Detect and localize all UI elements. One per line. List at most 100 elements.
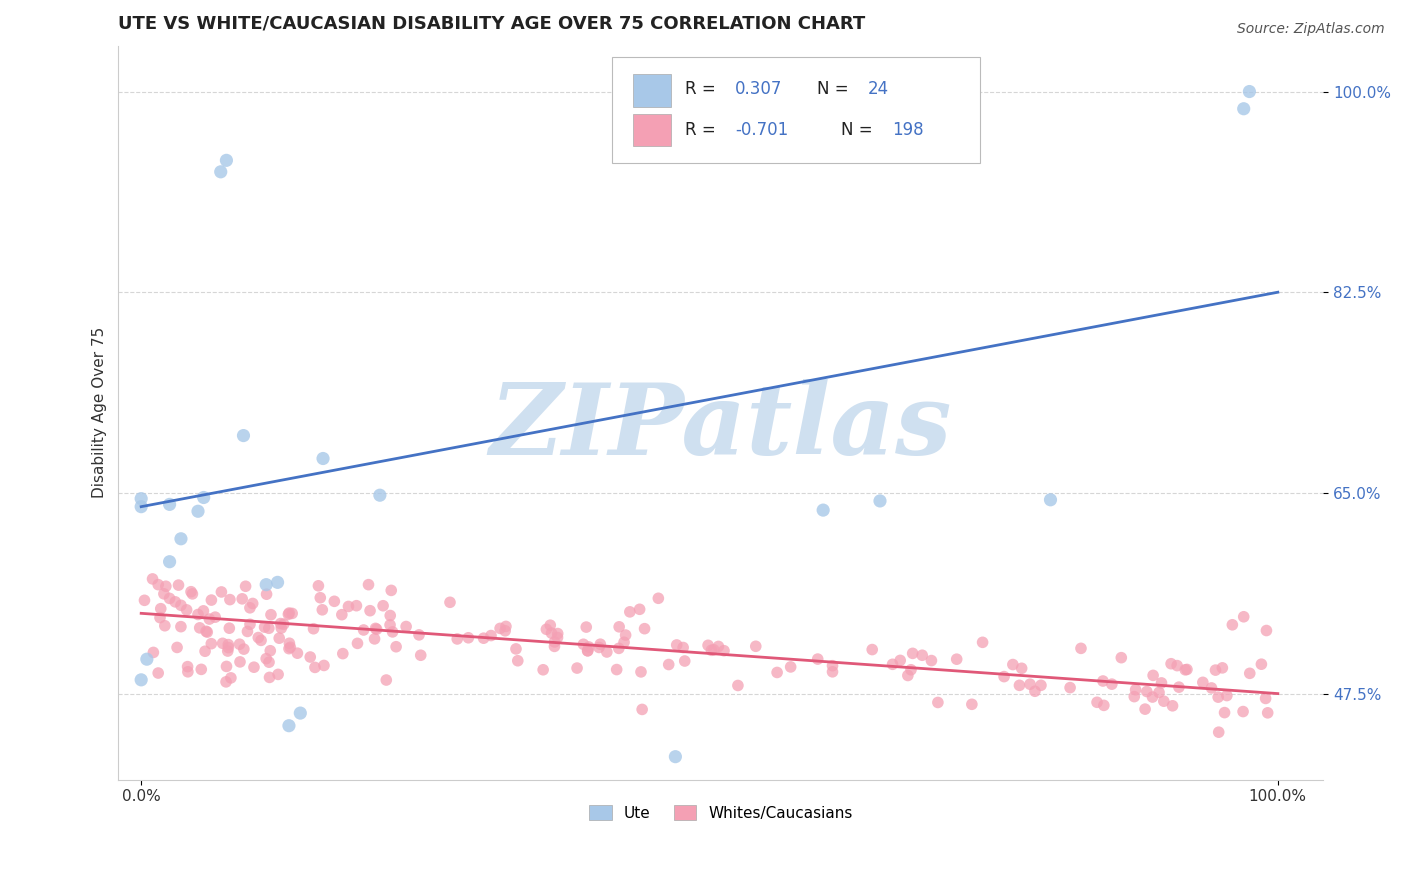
Point (228, 637, 250, 651)
Point (148, 577, 170, 591)
Y-axis label: Disability Age Over 75: Disability Age Over 75 (93, 327, 107, 499)
Point (337, 599, 360, 614)
Point (217, 644, 239, 658)
Point (1239, 666, 1261, 681)
Point (232, 428, 254, 442)
Point (1039, 492, 1062, 507)
Point (700, 643, 723, 657)
Point (239, 600, 262, 615)
Point (165, 595, 187, 609)
Point (658, 657, 681, 672)
Point (257, 621, 280, 635)
Point (302, 622, 325, 636)
Point (235, 579, 257, 593)
Point (270, 621, 292, 635)
Point (267, 667, 290, 681)
Point (607, 620, 630, 634)
Point (540, 626, 562, 640)
Point (309, 591, 332, 605)
Point (188, 621, 211, 635)
Point (479, 628, 502, 642)
Point (381, 624, 404, 639)
Point (578, 640, 600, 654)
Point (253, 620, 276, 634)
Point (1174, 663, 1197, 677)
Text: ZIPatlas: ZIPatlas (489, 379, 952, 475)
Point (273, 617, 295, 632)
Point (1254, 691, 1277, 706)
Point (1220, 617, 1243, 632)
Point (489, 621, 512, 635)
Point (180, 584, 202, 599)
Point (170, 532, 193, 546)
Point (307, 579, 329, 593)
Point (1250, 657, 1272, 672)
Point (200, 637, 222, 651)
FancyBboxPatch shape (633, 114, 672, 146)
Point (195, 624, 218, 639)
Point (664, 749, 686, 764)
Point (357, 577, 380, 591)
Point (494, 624, 516, 638)
Point (153, 587, 176, 601)
Point (193, 491, 215, 505)
Point (217, 640, 239, 655)
Point (495, 619, 517, 633)
Point (811, 503, 834, 517)
Point (628, 602, 651, 616)
Point (353, 623, 375, 637)
Point (821, 658, 844, 673)
Text: Source: ZipAtlas.com: Source: ZipAtlas.com (1237, 22, 1385, 37)
Point (408, 628, 430, 642)
Point (821, 665, 844, 679)
Point (254, 577, 277, 591)
FancyBboxPatch shape (613, 57, 980, 163)
Point (869, 494, 891, 508)
Point (135, 652, 157, 666)
Point (860, 642, 883, 657)
Point (242, 597, 264, 611)
Point (920, 654, 942, 668)
Point (505, 641, 527, 656)
Point (167, 578, 190, 592)
Point (901, 646, 924, 660)
Point (155, 579, 177, 593)
Point (1256, 624, 1278, 638)
Point (368, 488, 391, 502)
Point (1123, 690, 1146, 704)
Point (270, 616, 292, 631)
Point (439, 595, 461, 609)
Point (576, 644, 599, 658)
Point (250, 633, 273, 648)
Point (607, 641, 630, 656)
Point (1142, 668, 1164, 682)
Point (588, 640, 610, 655)
Point (543, 635, 565, 649)
Point (1232, 705, 1254, 719)
Point (457, 631, 479, 645)
Point (572, 637, 595, 651)
Point (278, 606, 301, 620)
Point (727, 678, 749, 692)
Point (613, 635, 636, 649)
Point (713, 643, 735, 657)
Point (346, 599, 368, 613)
Point (547, 631, 569, 645)
Point (215, 674, 238, 689)
Point (187, 607, 209, 622)
Point (278, 719, 301, 733)
Point (149, 610, 172, 624)
Point (385, 640, 408, 654)
Point (380, 583, 402, 598)
Point (745, 640, 768, 654)
Point (236, 624, 259, 639)
Text: -0.701: -0.701 (735, 121, 789, 139)
Point (565, 661, 588, 675)
Point (1136, 684, 1159, 698)
Point (945, 652, 967, 666)
Point (993, 670, 1015, 684)
Text: 24: 24 (868, 80, 889, 98)
Point (1167, 680, 1189, 694)
Text: R =: R = (685, 121, 716, 139)
Point (219, 592, 242, 607)
